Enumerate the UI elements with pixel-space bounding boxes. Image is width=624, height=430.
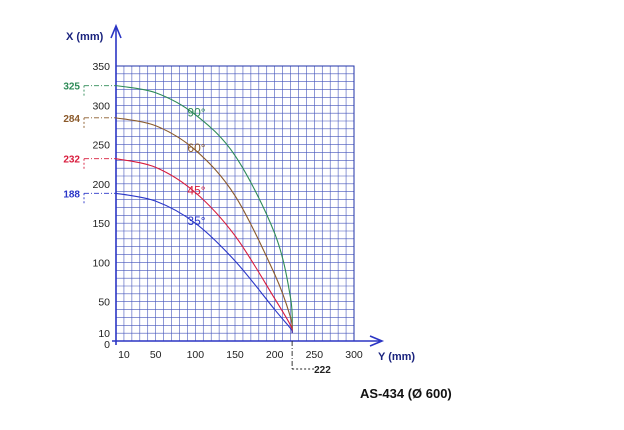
- series-line: [115, 192, 293, 334]
- series-label: 90°: [187, 106, 205, 120]
- y-tick-label: 10: [98, 328, 110, 340]
- x-tick-label: 200: [266, 349, 284, 361]
- y-mark-value: 232: [63, 155, 80, 166]
- series-label: 35°: [187, 214, 205, 228]
- y-tick-label: 150: [92, 218, 110, 230]
- x-tick-label: 100: [187, 349, 205, 361]
- y-mark-value: 284: [63, 114, 80, 125]
- x-tick-label: 150: [226, 349, 244, 361]
- series-line: [115, 117, 293, 334]
- y-tick-label: 200: [92, 179, 110, 191]
- x-tick-label: 250: [306, 349, 324, 361]
- series-lines: 90° 60° 45° 35°: [115, 85, 293, 334]
- series-line: [115, 158, 293, 334]
- y-tick-label: 300: [92, 100, 110, 112]
- model-caption: AS-434 (Ø 600): [360, 386, 452, 401]
- y-tick-label: 0: [104, 339, 110, 351]
- grid: [115, 65, 355, 342]
- axes: [110, 23, 385, 347]
- x-axis-arrow: [369, 335, 385, 347]
- value-marks: 325 284 232 188 222: [63, 82, 331, 376]
- y-axis-arrow: [110, 23, 122, 39]
- series-label: 60°: [187, 141, 205, 155]
- y-tick-label: 50: [98, 297, 110, 309]
- x-mark-value: 222: [314, 365, 331, 376]
- y-axis-title: X (mm): [66, 31, 104, 43]
- y-tick-label: 250: [92, 140, 110, 152]
- x-tick-label: 10: [118, 349, 130, 361]
- y-tick-label: 100: [92, 257, 110, 269]
- x-tick-label: 300: [345, 349, 363, 361]
- series-label: 45°: [187, 184, 205, 198]
- x-tick-label: 50: [150, 349, 162, 361]
- y-tick-label: 350: [92, 61, 110, 73]
- y-mark-value: 188: [63, 189, 80, 200]
- x-axis-title: Y (mm): [378, 351, 415, 363]
- series-line: [115, 85, 293, 334]
- y-mark-value: 325: [63, 82, 80, 93]
